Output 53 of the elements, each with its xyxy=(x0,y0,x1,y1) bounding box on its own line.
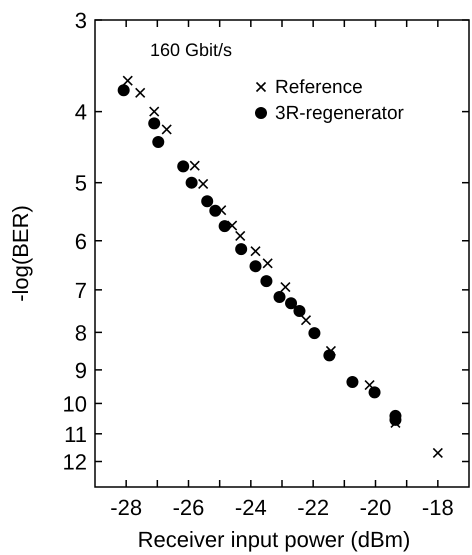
point xyxy=(262,258,273,269)
point xyxy=(432,448,444,458)
point xyxy=(234,230,246,242)
point xyxy=(152,136,164,148)
x-tick-label: -22 xyxy=(297,495,330,520)
x-tick-label: -18 xyxy=(422,495,454,520)
point xyxy=(134,87,146,98)
point xyxy=(300,314,312,326)
x-tick-label: -24 xyxy=(234,495,267,520)
point xyxy=(201,195,214,208)
point xyxy=(198,178,208,190)
point xyxy=(280,282,291,292)
point xyxy=(346,376,358,388)
point xyxy=(177,160,190,172)
point xyxy=(218,220,231,232)
point xyxy=(118,84,130,96)
legend-label: Reference xyxy=(275,77,363,98)
legend-label: 3R-regenerator xyxy=(275,103,405,124)
point xyxy=(226,220,238,231)
y-tick-label: 3 xyxy=(74,8,87,33)
x-tick-label: -26 xyxy=(172,495,204,520)
y-tick-label: 5 xyxy=(74,170,87,196)
point xyxy=(148,106,160,117)
point xyxy=(189,160,200,171)
point xyxy=(161,124,172,135)
point xyxy=(293,304,306,317)
y-tick-label: 8 xyxy=(74,320,87,346)
point xyxy=(216,204,227,216)
y-tick-label: 9 xyxy=(74,358,87,383)
point xyxy=(285,297,298,310)
point xyxy=(326,346,336,356)
point xyxy=(368,386,381,398)
point xyxy=(250,246,261,256)
point xyxy=(274,291,286,304)
point xyxy=(148,117,160,130)
point xyxy=(122,75,134,86)
point xyxy=(364,380,375,390)
point xyxy=(250,260,262,272)
annotation: 160 Gbit/s xyxy=(150,40,232,60)
y-tick-label: 12 xyxy=(62,450,87,475)
y-tick-label: 6 xyxy=(74,228,87,254)
point xyxy=(308,327,320,340)
y-tick-label: 4 xyxy=(74,100,87,125)
y-tick-label: 10 xyxy=(62,391,87,416)
x-tick-label: -20 xyxy=(360,495,392,520)
point xyxy=(260,275,272,288)
x-axis-title: Receiver input power (dBm) xyxy=(138,527,410,552)
y-tick-label: 7 xyxy=(74,278,87,303)
y-tick-label: 11 xyxy=(64,422,87,447)
point xyxy=(186,176,198,189)
point xyxy=(235,243,248,256)
y-axis-title: -log(BER) xyxy=(8,205,33,302)
x-tick-label: -28 xyxy=(110,495,142,520)
